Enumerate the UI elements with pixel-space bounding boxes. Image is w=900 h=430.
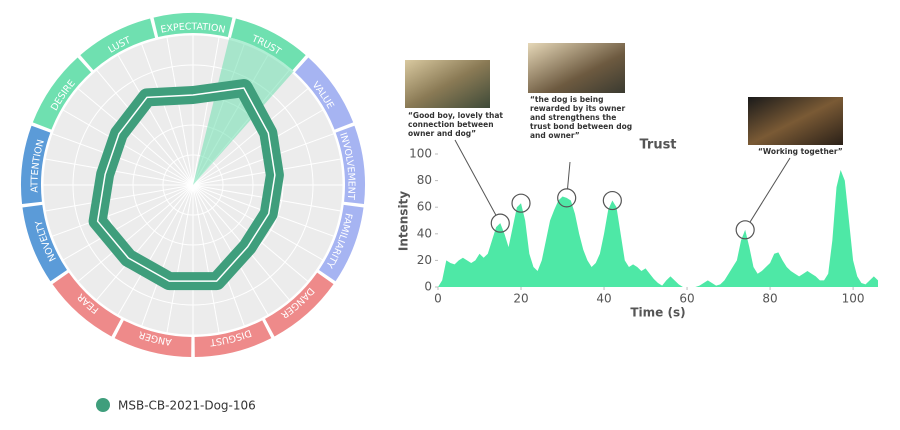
area xyxy=(438,169,878,287)
radar-spoke xyxy=(77,88,194,186)
thumbnail xyxy=(405,60,490,108)
radar-spoke xyxy=(96,184,194,301)
category-segment xyxy=(80,18,156,71)
annotation-text: owner and dog” xyxy=(408,129,476,138)
annotation-circle xyxy=(735,220,755,240)
radar-spoke xyxy=(117,54,194,186)
annotation-circle xyxy=(490,213,510,233)
highlight-wedge xyxy=(193,37,294,186)
radar-spoke xyxy=(77,184,194,282)
category-segment xyxy=(294,57,354,130)
category-segment xyxy=(265,272,334,337)
annotation-circle xyxy=(511,193,531,213)
annotation-text: trust bond between dog xyxy=(530,122,632,131)
y-tick-label: 40 xyxy=(417,226,432,240)
callout-line xyxy=(749,157,791,223)
radar-spoke xyxy=(62,109,194,186)
annotation-text: rewarded by its owner xyxy=(530,104,626,113)
category-segment xyxy=(194,320,272,357)
radar-spoke xyxy=(141,43,194,186)
annotation-circle xyxy=(602,190,622,211)
category-segment xyxy=(318,204,364,282)
category-segment xyxy=(114,320,192,357)
chart-title: Trust xyxy=(639,138,676,153)
callout-line xyxy=(567,161,571,189)
y-tick-label: 60 xyxy=(417,200,432,214)
radar-spoke xyxy=(45,158,194,186)
radar-spoke xyxy=(192,184,269,316)
legend-label: MSB-CB-2021-Dog-106 xyxy=(118,399,256,413)
y-axis-label: Intensity xyxy=(397,191,411,251)
radar-spoke xyxy=(45,184,194,212)
radar-spoke xyxy=(62,184,194,261)
thumbnail xyxy=(528,43,625,93)
category-segment xyxy=(153,13,233,38)
category-segment xyxy=(230,18,306,71)
x-tick-label: 20 xyxy=(513,292,528,306)
callout-line xyxy=(454,139,497,216)
y-tick-label: 80 xyxy=(417,173,432,187)
radar-spoke xyxy=(192,88,309,186)
radar-spoke xyxy=(192,184,245,327)
y-tick-label: 20 xyxy=(417,253,432,267)
radar-spoke xyxy=(51,133,194,186)
x-tick-label: 0 xyxy=(434,292,442,306)
radar-spoke xyxy=(166,37,194,186)
x-axis-label: Time (s) xyxy=(630,306,685,320)
annotation-text: connection between xyxy=(408,120,494,129)
thumbnail xyxy=(748,97,843,145)
category-label-text: EXPECTATION xyxy=(160,21,227,35)
category-label: EXPECTATION xyxy=(160,21,227,35)
x-tick-label: 60 xyxy=(679,292,694,306)
radar-spoke xyxy=(192,184,220,333)
category-segment xyxy=(32,57,92,130)
annotation-text: “Working together” xyxy=(758,147,843,156)
legend-marker xyxy=(96,398,110,412)
annotation-text: and strengthens the xyxy=(530,113,616,122)
y-tick-label: 0 xyxy=(424,280,432,294)
annotation-text: “Good boy, lovely that xyxy=(408,111,503,120)
category-segment xyxy=(20,125,51,204)
radar-spoke xyxy=(166,184,194,333)
radar-spoke xyxy=(96,69,194,186)
annotation-text: and owner” xyxy=(530,131,580,140)
y-tick-label: 100 xyxy=(409,147,432,161)
annotation-text: “the dog is being xyxy=(530,95,603,104)
radar-spoke xyxy=(51,184,194,237)
category-segment xyxy=(52,272,121,337)
x-tick-label: 40 xyxy=(596,292,611,306)
x-tick-label: 80 xyxy=(762,292,777,306)
radar-spoke xyxy=(192,109,324,186)
radar-spoke xyxy=(141,184,194,327)
x-tick-label: 100 xyxy=(842,292,865,306)
radar-spoke xyxy=(117,184,194,316)
radar-line xyxy=(96,87,276,282)
category-segment xyxy=(335,125,365,204)
category-segment xyxy=(22,204,68,282)
annotation-circle xyxy=(557,188,577,208)
radar-spoke xyxy=(192,37,220,186)
